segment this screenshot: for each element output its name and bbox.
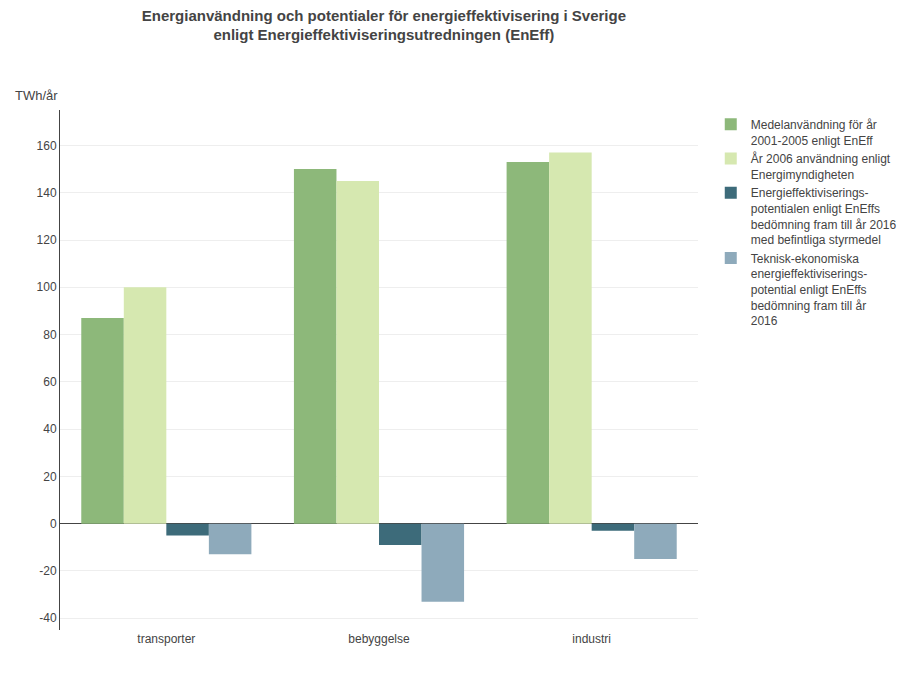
svg-text:60: 60 [43, 375, 57, 389]
svg-text:År 2006 användning enligtEnerg: År 2006 användning enligtEnergimyndighet… [751, 151, 891, 182]
svg-text:140: 140 [37, 186, 57, 200]
svg-text:40: 40 [43, 422, 57, 436]
svg-text:100: 100 [37, 280, 57, 294]
svg-text:-40: -40 [39, 611, 57, 625]
svg-text:TWh/år: TWh/år [15, 88, 58, 103]
svg-text:80: 80 [43, 328, 57, 342]
svg-text:industri: industri [572, 632, 611, 646]
svg-text:20: 20 [43, 470, 57, 484]
svg-text:-20: -20 [39, 564, 57, 578]
svg-text:transporter: transporter [137, 632, 195, 646]
svg-text:Energianvändning och potential: Energianvändning och potentialer för ene… [142, 7, 626, 44]
svg-text:0: 0 [50, 517, 57, 531]
svg-text:Energieffektiviserings-potenti: Energieffektiviserings-potentialen enlig… [751, 186, 897, 247]
svg-text:bebyggelse: bebyggelse [348, 632, 410, 646]
svg-text:Medelanvändning för år2001-200: Medelanvändning för år2001-2005 enligt E… [751, 118, 877, 148]
svg-text:160: 160 [37, 139, 57, 153]
svg-text:120: 120 [37, 233, 57, 247]
svg-text:Teknisk-ekonomiskaenergieffekt: Teknisk-ekonomiskaenergieffektiviserings… [751, 252, 868, 328]
